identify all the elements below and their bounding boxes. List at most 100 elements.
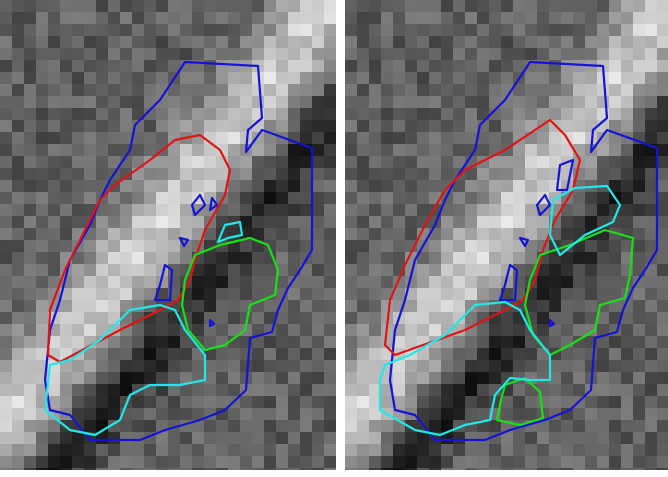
pixel bbox=[108, 144, 120, 156]
pixel bbox=[144, 180, 156, 192]
pixel bbox=[0, 156, 12, 168]
pixel bbox=[609, 384, 621, 396]
pixel bbox=[597, 408, 609, 420]
pixel bbox=[465, 180, 477, 192]
pixel bbox=[108, 12, 120, 24]
pixel bbox=[0, 216, 12, 228]
pixel bbox=[276, 144, 288, 156]
pixel bbox=[597, 156, 609, 168]
pixel bbox=[324, 252, 336, 264]
pixel bbox=[216, 168, 228, 180]
pixel bbox=[453, 276, 465, 288]
pixel bbox=[312, 60, 324, 72]
pixel bbox=[108, 192, 120, 204]
pixel bbox=[357, 360, 369, 372]
pixel bbox=[657, 168, 668, 180]
pixel bbox=[96, 12, 108, 24]
pixel bbox=[36, 444, 48, 456]
pixel bbox=[393, 468, 405, 470]
pixel bbox=[324, 324, 336, 336]
pixel bbox=[453, 468, 465, 470]
pixel bbox=[180, 348, 192, 360]
pixel bbox=[621, 12, 633, 24]
pixel bbox=[585, 252, 597, 264]
pixel bbox=[132, 468, 144, 470]
pixel bbox=[393, 24, 405, 36]
pixel bbox=[312, 144, 324, 156]
pixel bbox=[633, 372, 645, 384]
pixel bbox=[357, 180, 369, 192]
pixel bbox=[573, 0, 585, 12]
pixel bbox=[312, 360, 324, 372]
pixel bbox=[24, 192, 36, 204]
pixel bbox=[405, 24, 417, 36]
pixel bbox=[144, 192, 156, 204]
pixel bbox=[453, 408, 465, 420]
pixel bbox=[96, 228, 108, 240]
pixel bbox=[585, 312, 597, 324]
pixel bbox=[573, 84, 585, 96]
pixel bbox=[264, 264, 276, 276]
pixel bbox=[477, 24, 489, 36]
pixel bbox=[609, 72, 621, 84]
pixel bbox=[108, 372, 120, 384]
pixel bbox=[120, 72, 132, 84]
pixel bbox=[429, 312, 441, 324]
pixel bbox=[513, 396, 525, 408]
pixel bbox=[156, 240, 168, 252]
pixel bbox=[96, 264, 108, 276]
pixel bbox=[108, 24, 120, 36]
pixel bbox=[312, 396, 324, 408]
pixel bbox=[345, 276, 357, 288]
pixel bbox=[0, 360, 12, 372]
pixel bbox=[288, 24, 300, 36]
pixel bbox=[288, 48, 300, 60]
pixel bbox=[657, 12, 668, 24]
pixel bbox=[489, 72, 501, 84]
pixel bbox=[24, 204, 36, 216]
pixel bbox=[48, 180, 60, 192]
pixel bbox=[393, 84, 405, 96]
pixel bbox=[240, 444, 252, 456]
pixel bbox=[645, 48, 657, 60]
pixel bbox=[381, 468, 393, 470]
pixel bbox=[288, 456, 300, 468]
pixel bbox=[345, 168, 357, 180]
pixel bbox=[657, 276, 668, 288]
pixel bbox=[417, 360, 429, 372]
pixel bbox=[192, 36, 204, 48]
pixel bbox=[573, 444, 585, 456]
pixel bbox=[96, 468, 108, 470]
pixel bbox=[357, 168, 369, 180]
pixel bbox=[96, 60, 108, 72]
pixel bbox=[204, 96, 216, 108]
pixel bbox=[573, 312, 585, 324]
pixel bbox=[120, 336, 132, 348]
pixel bbox=[477, 84, 489, 96]
pixel bbox=[621, 324, 633, 336]
pixel bbox=[657, 396, 668, 408]
pixel bbox=[144, 444, 156, 456]
pixel bbox=[36, 264, 48, 276]
pixel bbox=[192, 0, 204, 12]
pixel bbox=[621, 360, 633, 372]
pixel bbox=[465, 12, 477, 24]
pixel bbox=[156, 120, 168, 132]
pixel bbox=[264, 204, 276, 216]
pixel bbox=[168, 168, 180, 180]
pixel bbox=[300, 60, 312, 72]
pixel bbox=[537, 12, 549, 24]
pixel bbox=[36, 204, 48, 216]
pixel bbox=[429, 72, 441, 84]
pixel bbox=[453, 336, 465, 348]
pixel bbox=[72, 12, 84, 24]
pixel bbox=[0, 24, 12, 36]
pixel bbox=[405, 132, 417, 144]
pixel bbox=[312, 336, 324, 348]
pixel bbox=[657, 348, 668, 360]
pixel bbox=[108, 432, 120, 444]
pixel bbox=[381, 84, 393, 96]
pixel bbox=[549, 72, 561, 84]
pixel bbox=[381, 60, 393, 72]
pixel bbox=[108, 348, 120, 360]
